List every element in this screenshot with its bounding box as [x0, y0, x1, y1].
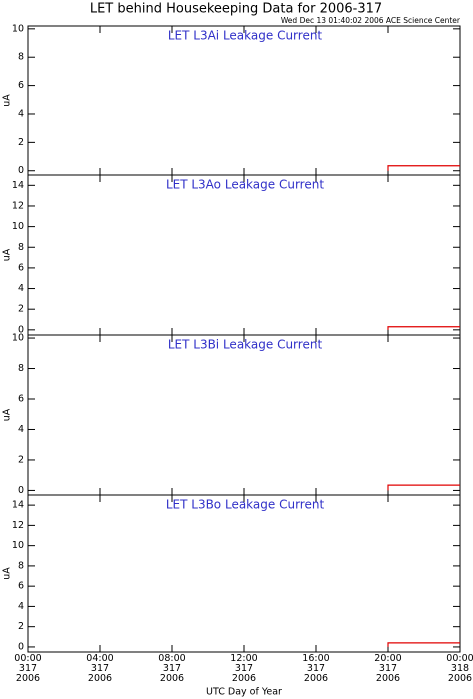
y-tick-label: 4: [18, 601, 24, 612]
y-tick-label: 6: [18, 262, 24, 273]
panel-annotation: LET L3Ao Leakage Current: [166, 178, 324, 192]
y-tick-label: 4: [18, 424, 24, 435]
y-tick-label: 6: [18, 394, 24, 405]
y-tick-label: 8: [18, 52, 24, 63]
x-tick-label: 12:00 317 2006: [230, 653, 257, 684]
y-tick-label: 8: [18, 242, 24, 253]
y-axis-label: uA: [2, 248, 13, 261]
y-tick-label: 6: [18, 80, 24, 91]
panel-annotation: LET L3Ai Leakage Current: [168, 29, 323, 43]
y-tick-label: 4: [18, 108, 24, 119]
panel-frame: [27, 174, 461, 336]
y-tick-label: 12: [12, 520, 24, 531]
y-tick-label: 10: [12, 23, 24, 34]
y-axis-label: uA: [2, 408, 13, 421]
y-tick-label: 2: [18, 621, 24, 632]
y-tick-label: 2: [18, 454, 24, 465]
y-tick-label: 0: [18, 324, 24, 335]
x-tick-label: 00:00 318 2006: [446, 653, 473, 684]
y-tick-label: 10: [12, 540, 24, 551]
y-tick-label: 14: [12, 180, 24, 191]
panel-frame: [27, 494, 461, 653]
panel-frame: [27, 25, 461, 176]
y-axis-label: uA: [2, 567, 13, 580]
chart-subtitle: Wed Dec 13 01:40:02 2006 ACE Science Cen…: [281, 16, 461, 25]
x-tick-label: 04:00 317 2006: [86, 653, 113, 684]
y-tick-label: 0: [18, 641, 24, 652]
x-tick-label: 08:00 317 2006: [158, 653, 185, 684]
y-tick-label: 0: [18, 485, 24, 496]
y-tick-label: 12: [12, 200, 24, 211]
y-tick-label: 8: [18, 560, 24, 571]
y-tick-label: 2: [18, 137, 24, 148]
panel-frame: [27, 334, 461, 496]
data-line: [387, 165, 460, 171]
x-axis-label: UTC Day of Year: [206, 687, 282, 698]
x-tick-label: 20:00 317 2006: [374, 653, 401, 684]
y-axis-label: uA: [2, 94, 13, 107]
chart-title: LET behind Housekeeping Data for 2006-31…: [90, 2, 382, 17]
y-tick-label: 0: [18, 165, 24, 176]
y-tick-label: 4: [18, 283, 24, 294]
data-line: [387, 326, 460, 330]
x-tick-label: 16:00 317 2006: [302, 653, 329, 684]
y-tick-label: 6: [18, 581, 24, 592]
y-tick-label: 8: [18, 363, 24, 374]
panel-annotation: LET L3Bo Leakage Current: [166, 498, 325, 512]
y-tick-label: 10: [12, 333, 24, 344]
panel-annotation: LET L3Bi Leakage Current: [168, 338, 323, 352]
x-tick-label: 00:00 317 2006: [14, 653, 41, 684]
y-tick-label: 2: [18, 304, 24, 315]
data-line: [387, 642, 460, 647]
y-tick-label: 14: [12, 500, 24, 511]
data-line: [387, 484, 460, 491]
y-tick-label: 10: [12, 221, 24, 232]
